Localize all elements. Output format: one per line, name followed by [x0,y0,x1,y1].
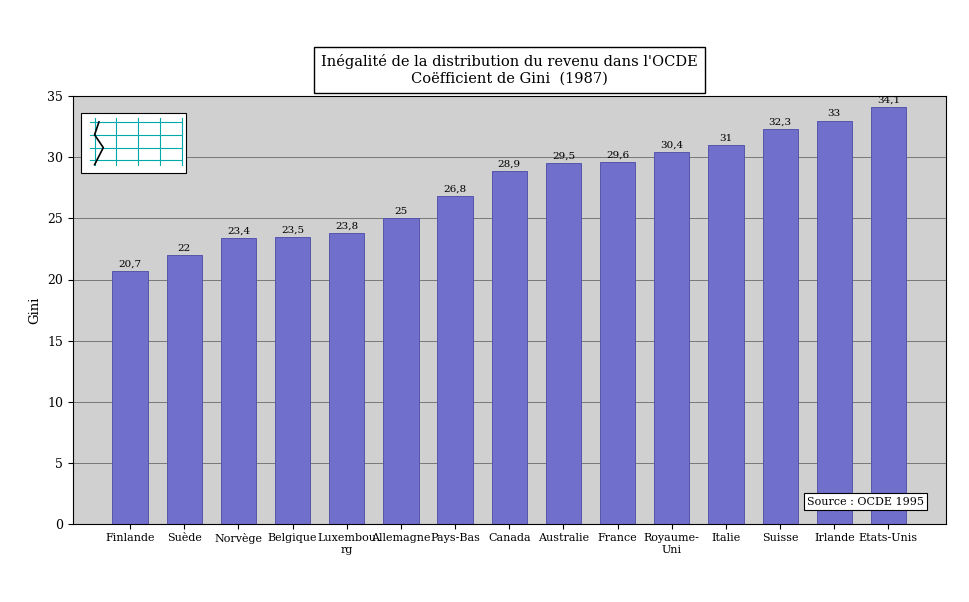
Bar [653,152,689,524]
Bar [167,255,202,524]
Bar [546,164,580,524]
Text: 29,6: 29,6 [606,151,629,160]
Text: 23,5: 23,5 [281,225,304,234]
Bar [707,145,743,524]
Text: 30,4: 30,4 [660,141,682,150]
Bar [816,121,851,524]
Bar [762,129,797,524]
FancyBboxPatch shape [81,113,186,173]
Text: Source : OCDE 1995: Source : OCDE 1995 [806,497,922,507]
Bar [491,171,526,524]
Text: 29,5: 29,5 [551,152,575,161]
Bar [383,219,418,524]
Text: 31: 31 [719,134,732,143]
Text: 23,4: 23,4 [227,226,250,235]
Text: 33: 33 [827,110,840,119]
Bar [437,196,472,524]
Bar [328,233,364,524]
Text: 28,9: 28,9 [497,160,520,169]
Text: 25: 25 [393,207,407,216]
Text: 32,3: 32,3 [767,118,791,127]
Y-axis label: Gini: Gini [28,296,42,324]
Title: Inégalité de la distribution du revenu dans l'OCDE
Coëfficient de Gini  (1987): Inégalité de la distribution du revenu d… [321,54,697,85]
Text: 23,8: 23,8 [335,222,358,231]
Text: 34,1: 34,1 [876,96,899,105]
Text: 26,8: 26,8 [443,185,466,194]
Text: 22: 22 [177,244,191,253]
Bar [274,237,310,524]
Text: 20,7: 20,7 [118,259,141,268]
Bar [600,163,635,524]
Bar [870,107,905,524]
Bar [112,271,147,524]
Bar [221,238,256,524]
